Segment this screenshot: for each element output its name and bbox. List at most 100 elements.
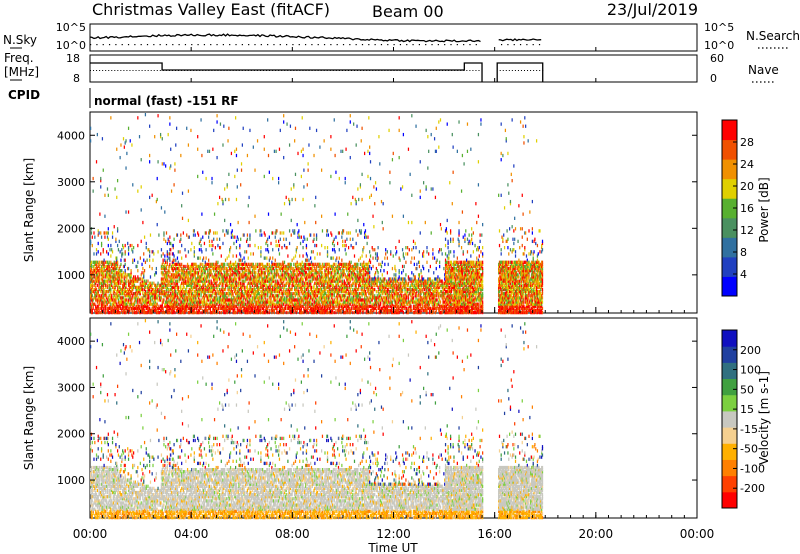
power-cell: [197, 300, 199, 304]
power-cell: [173, 304, 175, 308]
power-cell: [153, 306, 155, 311]
power-cell: [299, 271, 302, 275]
power-cell: [269, 287, 271, 292]
power-cell: [122, 308, 125, 313]
power-cell: [220, 279, 222, 283]
power-cell: [294, 279, 297, 283]
power-cell: [98, 260, 100, 264]
power-cell: [243, 256, 245, 260]
power-cell: [293, 298, 295, 302]
power-cell: [307, 294, 309, 298]
power-cell: [132, 277, 134, 281]
power-cell: [297, 266, 299, 271]
nave-point: [429, 70, 431, 71]
power-cell: [147, 296, 149, 300]
power-cell: [275, 264, 277, 269]
power-cell: [239, 294, 241, 298]
power-cell: [132, 296, 134, 300]
power-cell: [303, 289, 305, 294]
power-cell: [149, 285, 152, 290]
power-cell: [226, 281, 228, 285]
power-cell: [113, 310, 115, 315]
power-cell: [315, 308, 317, 313]
power-cell: [233, 304, 235, 308]
power-cell: [164, 275, 166, 279]
power-cell: [166, 300, 168, 304]
power-cell: [232, 271, 234, 275]
power-cell: [183, 302, 185, 306]
nave-point: [408, 70, 410, 71]
power-cell: [253, 287, 255, 292]
power-cell: [160, 285, 163, 290]
power-cell: [159, 308, 162, 313]
power-cell: [309, 308, 311, 313]
power-cell: [197, 281, 200, 285]
power-cell: [265, 241, 267, 246]
power-cell: [284, 306, 286, 311]
power-cell: [247, 273, 249, 277]
nsky-line: [89, 33, 542, 43]
power-cell: [193, 229, 195, 233]
power-cell: [236, 262, 238, 267]
power-cell: [283, 114, 285, 118]
power-cell: [230, 277, 233, 281]
power-cell: [278, 294, 280, 298]
nave-point: [174, 70, 176, 71]
power-cell: [281, 281, 283, 285]
power-cell: [331, 275, 334, 279]
power-cell: [299, 273, 302, 277]
power-cell: [269, 304, 271, 308]
power-cell: [115, 296, 117, 300]
power-cell: [213, 306, 215, 311]
power-cell: [212, 298, 214, 302]
power-cell: [314, 262, 316, 267]
power-cell: [120, 298, 122, 302]
power-cell: [223, 294, 225, 298]
power-cell: [114, 264, 116, 269]
power-cell: [267, 243, 269, 248]
power-cell: [178, 308, 180, 313]
power-cell: [329, 292, 331, 296]
power-cell: [132, 250, 134, 254]
power-cell: [261, 273, 263, 277]
power-cell: [326, 229, 328, 233]
power-cell: [92, 289, 94, 294]
power-cell: [97, 310, 99, 315]
power-cell: [122, 304, 124, 308]
power-cell: [167, 271, 169, 275]
power-cell: [116, 271, 119, 275]
power-cell: [141, 285, 143, 290]
power-cell: [295, 266, 297, 271]
power-cell: [191, 304, 193, 308]
power-cell: [174, 292, 176, 296]
power-cell: [238, 304, 240, 308]
power-cell: [140, 308, 142, 313]
power-cell: [227, 285, 229, 290]
power-cell: [203, 300, 206, 304]
power-cell: [159, 310, 161, 315]
power-cell: [192, 262, 194, 267]
power-cell: [217, 275, 219, 279]
power-cell: [329, 304, 331, 308]
power-cell: [258, 296, 260, 300]
power-cell: [319, 275, 321, 279]
power-cell: [101, 137, 104, 141]
power-cell: [122, 300, 125, 304]
power-cell: [299, 304, 301, 308]
power-cell: [109, 298, 111, 302]
power-cell: [254, 275, 256, 279]
power-cell: [189, 281, 191, 285]
power-cell: [326, 254, 329, 258]
power-cell: [233, 273, 235, 277]
power-cell: [241, 294, 243, 298]
power-cell: [128, 296, 131, 300]
power-cell: [215, 266, 217, 271]
power-cell: [319, 252, 321, 256]
power-cell: [254, 300, 256, 304]
power-cell: [318, 269, 320, 273]
power-cell: [133, 292, 136, 296]
power-cell: [313, 294, 315, 298]
power-cell: [190, 273, 192, 277]
power-cell: [300, 275, 303, 279]
power-cell: [92, 271, 94, 275]
